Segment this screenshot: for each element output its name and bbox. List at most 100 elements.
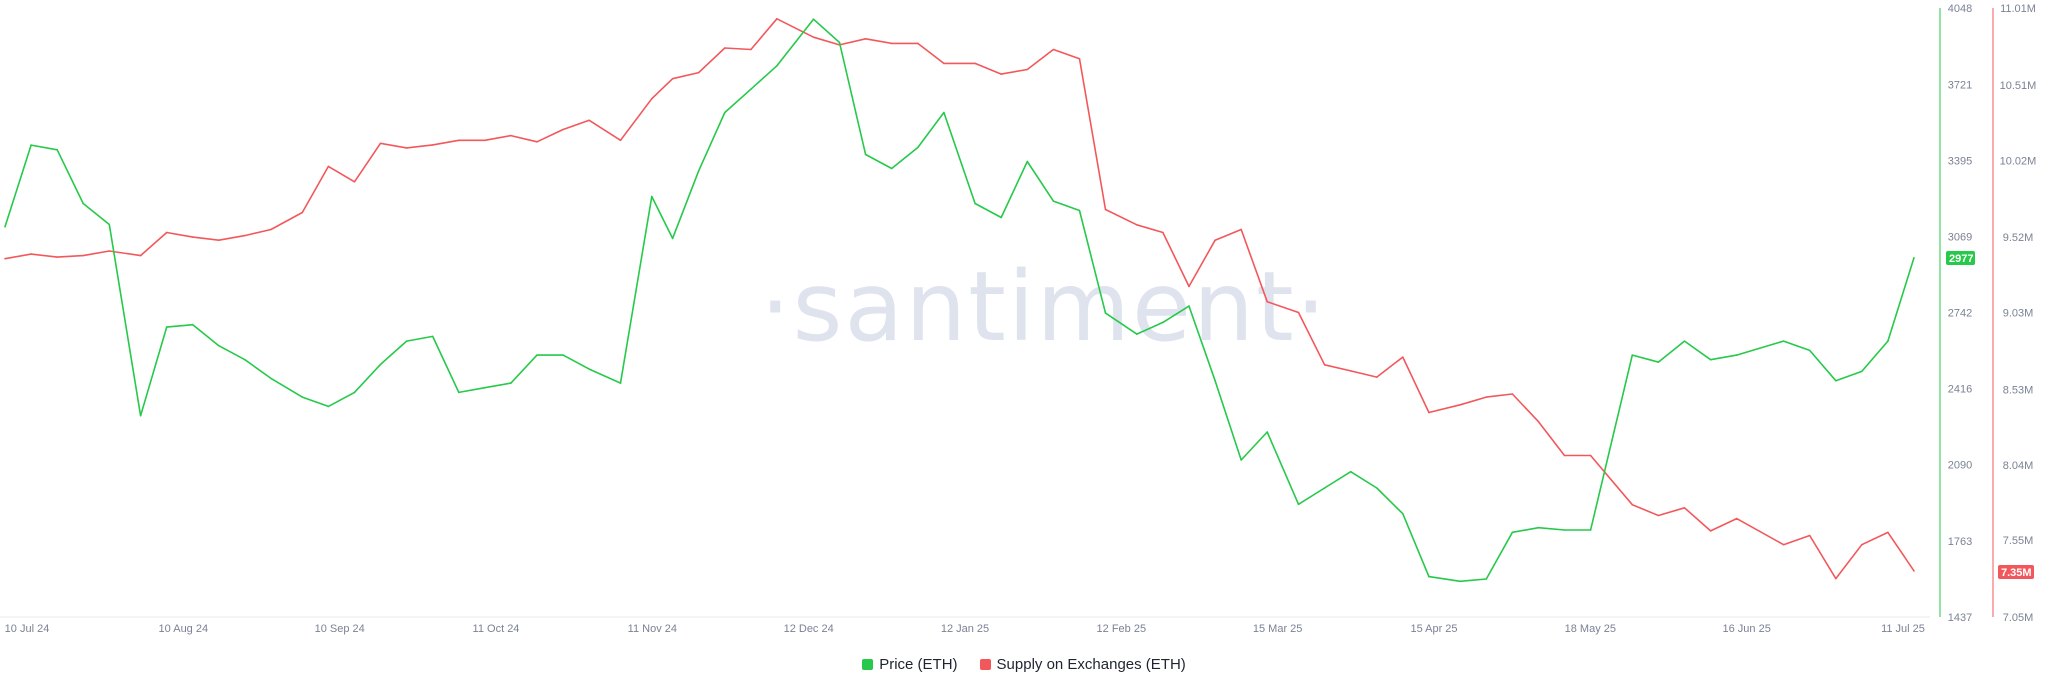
price-tick-label: 2090 (1948, 460, 1972, 472)
price-point (697, 170, 700, 172)
price-point (1188, 305, 1190, 307)
price-point (619, 382, 622, 384)
price-point (1136, 333, 1138, 335)
price-point (943, 111, 945, 114)
price-point (218, 344, 220, 347)
price-point (484, 386, 486, 389)
supply-point (1735, 517, 1738, 520)
supply-point (1266, 300, 1268, 303)
price-tick-label: 3069 (1948, 231, 1972, 243)
price-tick-label: 2742 (1948, 308, 1972, 320)
supply-point (1052, 48, 1055, 51)
price-point (82, 202, 84, 205)
price-point (1162, 321, 1164, 324)
supply-point (108, 250, 111, 252)
price-tick-label: 1763 (1948, 536, 1972, 548)
supply-point (484, 139, 486, 142)
supply-point (1078, 58, 1081, 60)
supply-point (405, 147, 408, 149)
supply-point (1913, 570, 1915, 572)
supply-point (562, 128, 564, 131)
price-point (1782, 340, 1785, 342)
price-point (108, 223, 111, 226)
supply-point (890, 42, 893, 45)
price-point (270, 377, 272, 380)
price-tick-label: 2416 (1948, 384, 1972, 396)
x-tick-label: 12 Dec 24 (784, 623, 834, 635)
supply-point (379, 142, 382, 145)
price-point (431, 335, 434, 338)
supply-point (1349, 370, 1352, 372)
price-last-value: 2977 (1949, 253, 1973, 265)
price-point (1887, 340, 1889, 342)
supply-point (536, 141, 538, 143)
supply-point (165, 231, 168, 234)
x-tick-label: 11 Oct 24 (473, 623, 520, 635)
supply-point (1537, 420, 1540, 423)
price-point (1861, 370, 1863, 373)
legend-supply-label: Supply on Exchanges (ETH) (996, 656, 1186, 673)
price-point (353, 391, 356, 394)
supply-point (1657, 514, 1660, 517)
price-point (1563, 529, 1566, 531)
supply-point (1563, 454, 1566, 457)
x-tick-label: 15 Apr 25 (1410, 623, 1457, 635)
price-point (671, 237, 674, 240)
supply-point (301, 211, 304, 214)
supply-point (1402, 356, 1404, 358)
chart-legend: Price (ETH) Supply on Exchanges (ETH) (0, 656, 2048, 673)
supply-point (510, 134, 512, 137)
price-point (1052, 200, 1055, 202)
supply-point (943, 62, 945, 65)
supply-point (1428, 411, 1430, 414)
price-point (1266, 431, 1268, 433)
price-point (588, 368, 590, 370)
supply-point (651, 97, 653, 100)
supply-last-value: 7.35M (2001, 567, 2032, 579)
price-point (405, 340, 408, 342)
x-tick-label: 16 Jun 25 (1723, 623, 1771, 635)
price-point (750, 88, 752, 90)
price-tick-label: 3395 (1948, 155, 1972, 167)
legend-item-supply[interactable]: Supply on Exchanges (ETH) (979, 656, 1186, 673)
price-point (1485, 578, 1488, 580)
supply-point (4, 257, 6, 260)
price-point (165, 326, 168, 328)
price-point (1683, 340, 1686, 342)
price-point (1240, 459, 1242, 461)
supply-point (588, 119, 590, 122)
legend-price-label: Price (ETH) (879, 656, 958, 673)
price-point (724, 111, 726, 114)
supply-tick-label: 10.02M (2000, 155, 2037, 167)
supply-tick-label: 9.03M (2003, 308, 2034, 320)
supply-tick-label: 7.55M (2003, 535, 2034, 547)
price-point (4, 226, 6, 228)
supply-point (1214, 239, 1216, 241)
supply-point (270, 228, 272, 231)
legend-item-price[interactable]: Price (ETH) (862, 656, 958, 673)
supply-point (458, 139, 460, 142)
price-point (1214, 379, 1216, 382)
x-tick-label: 12 Jan 25 (941, 623, 989, 635)
supply-point (1861, 543, 1863, 546)
price-point (1349, 470, 1352, 473)
supply-point (1240, 228, 1242, 231)
price-point (1657, 361, 1660, 363)
price-point (1026, 160, 1029, 163)
supply-axis-ticks: 11.01M 10.51M 10.02M 9.52M 9.03M 8.53M 8.04M 7.… (2000, 3, 2037, 624)
price-point (1631, 354, 1634, 356)
supply-point (218, 239, 220, 241)
price-point (1323, 487, 1326, 489)
price-point (1078, 209, 1081, 212)
price-point (192, 323, 194, 326)
price-point (651, 195, 653, 198)
price-point (1709, 358, 1712, 361)
supply-last-value-badge: 7.35M (1998, 565, 2034, 579)
price-point (1000, 216, 1002, 219)
supply-point (1589, 454, 1592, 457)
price-series (4, 18, 1915, 583)
supply-point (56, 256, 58, 258)
price-point (812, 18, 815, 21)
price-point (510, 382, 512, 384)
supply-point (697, 71, 700, 74)
